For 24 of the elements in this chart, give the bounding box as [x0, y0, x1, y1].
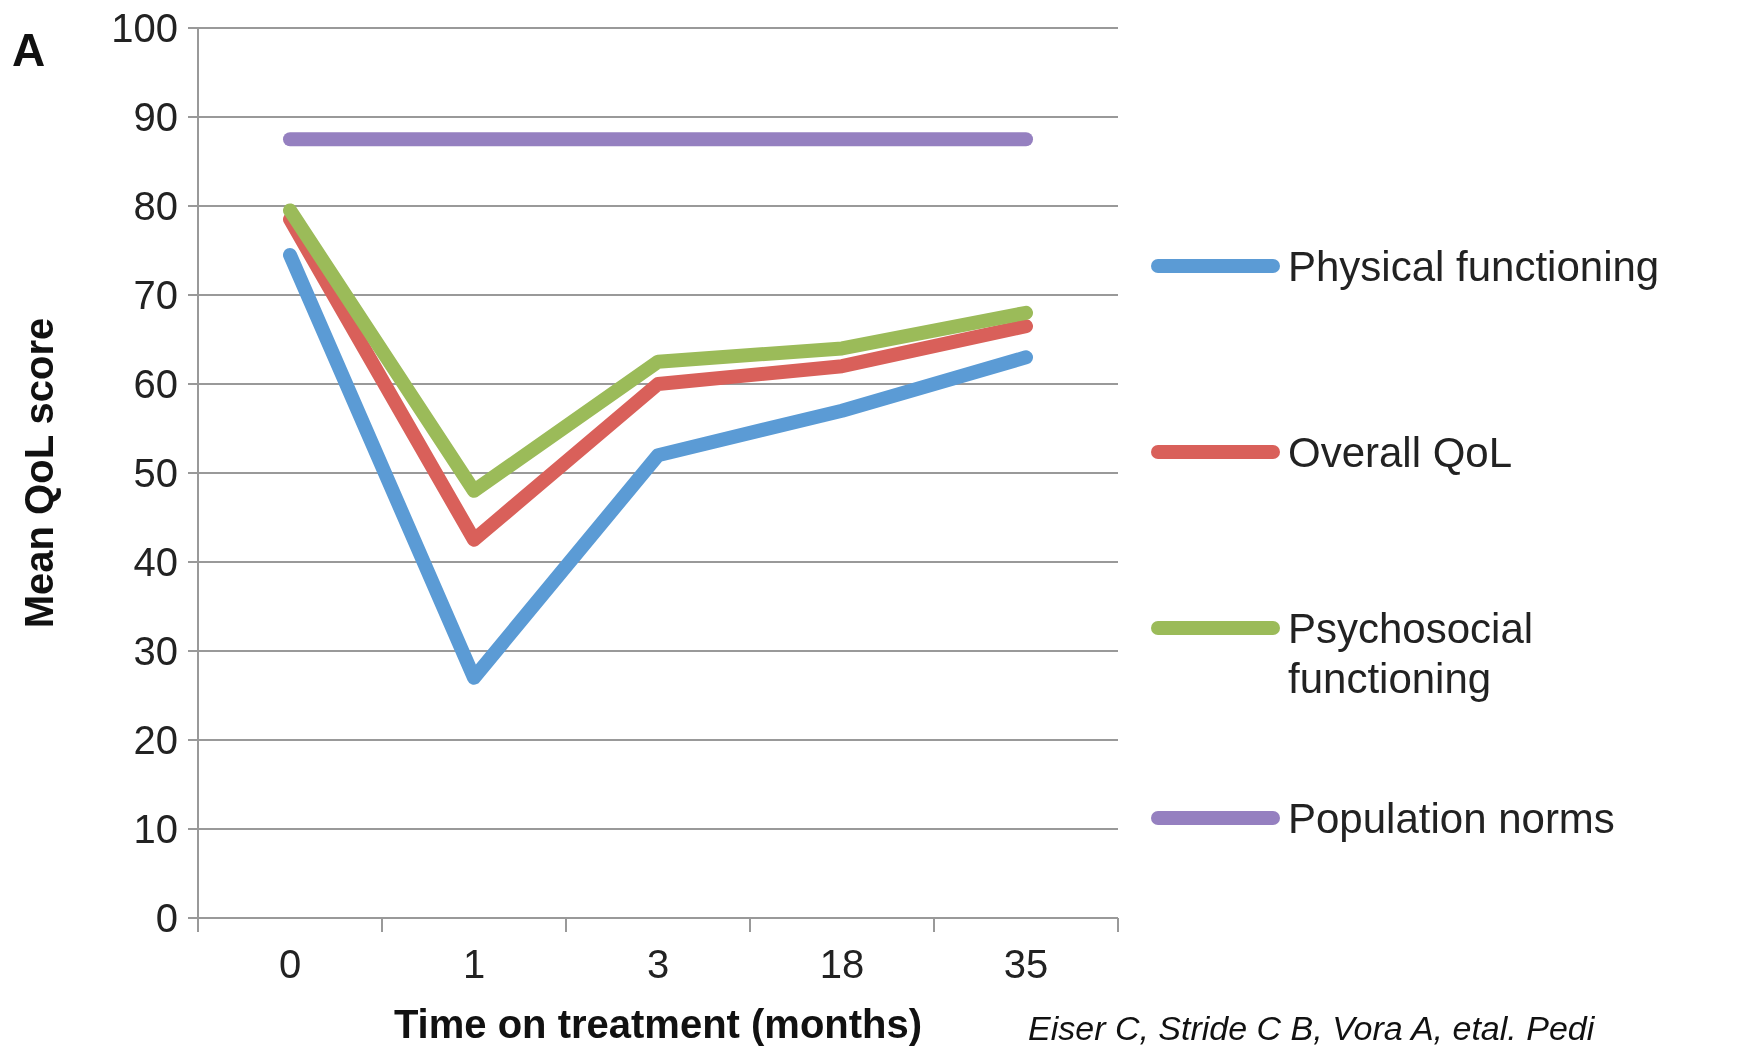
y-tick-label: 50 — [133, 451, 178, 495]
legend-label: Overall QoL — [1288, 428, 1513, 476]
y-tick-label: 80 — [133, 184, 178, 228]
x-tick-label: 35 — [1003, 942, 1049, 986]
y-tick-label: 30 — [133, 629, 178, 673]
y-tick-label: 70 — [133, 273, 178, 317]
y-axis-title: Mean QoL score — [17, 317, 61, 629]
x-tick-label: 0 — [278, 942, 302, 986]
x-tick-label: 1 — [462, 942, 486, 986]
legend-label: Psychosocial functioning — [1288, 604, 1534, 703]
y-tick-label: 60 — [133, 362, 178, 406]
y-tick-label: 20 — [133, 718, 178, 762]
y-tick-label: 40 — [133, 540, 178, 584]
y-tick-label: 0 — [155, 896, 178, 940]
text: A — [12, 24, 46, 76]
x-tick-label: 18 — [819, 942, 865, 986]
x-axis-title: Time on treatment (months) — [393, 1002, 923, 1046]
legend-label: Physical functioning — [1288, 242, 1660, 290]
y-tick-label: 90 — [133, 95, 178, 139]
text: Eiser C, Stride C B, Vora A, etal. Pedi — [1028, 1009, 1596, 1047]
x-tick-label: 3 — [646, 942, 670, 986]
y-tick-label: 100 — [111, 6, 178, 50]
legend-label: Population norms — [1288, 794, 1615, 842]
y-tick-label: 10 — [133, 807, 178, 851]
